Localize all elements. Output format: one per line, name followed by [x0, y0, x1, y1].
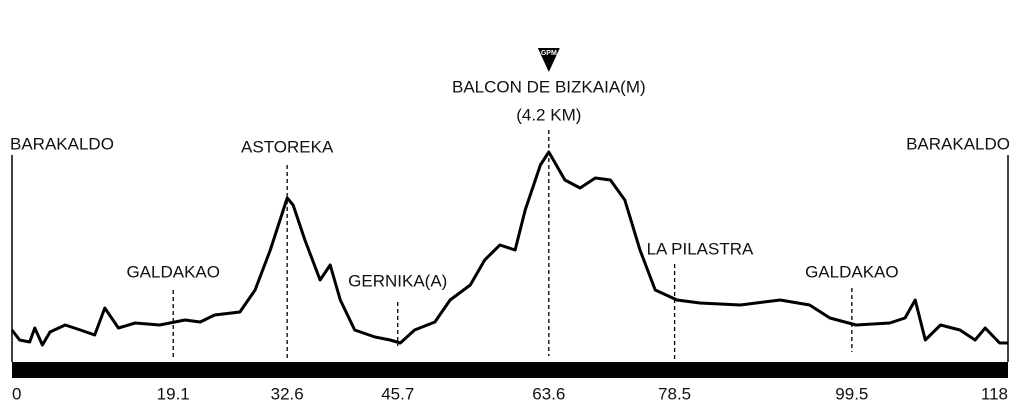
x-tick-label: 118 — [981, 384, 1008, 403]
profile-line — [10, 150, 1008, 347]
place-label: BARAKALDO — [906, 134, 1010, 153]
base-bar — [12, 362, 1008, 378]
place-label: GERNIKA(A) — [348, 271, 447, 290]
place-label: BALCON DE BIZKAIA(M) — [452, 77, 646, 96]
place-label: BARAKALDO — [10, 134, 114, 153]
place-label: GALDAKAO — [126, 262, 220, 281]
place-label: GALDAKAO — [805, 262, 899, 281]
x-tick-label: 63.6 — [532, 384, 565, 403]
badge-icon — [537, 48, 560, 72]
place-sublabel: (4.2 KM) — [516, 105, 581, 124]
badge-text: GPM — [541, 50, 557, 57]
x-tick-label: 78.5 — [658, 384, 691, 403]
x-tick-label: 0 — [12, 384, 21, 403]
place-label: ASTOREKA — [241, 137, 334, 156]
x-tick-label: 32.6 — [271, 384, 304, 403]
x-tick-label: 99.5 — [835, 384, 868, 403]
place-label: LA PILASTRA — [647, 239, 754, 258]
x-tick-label: 19.1 — [157, 384, 190, 403]
x-tick-label: 45.7 — [381, 384, 414, 403]
